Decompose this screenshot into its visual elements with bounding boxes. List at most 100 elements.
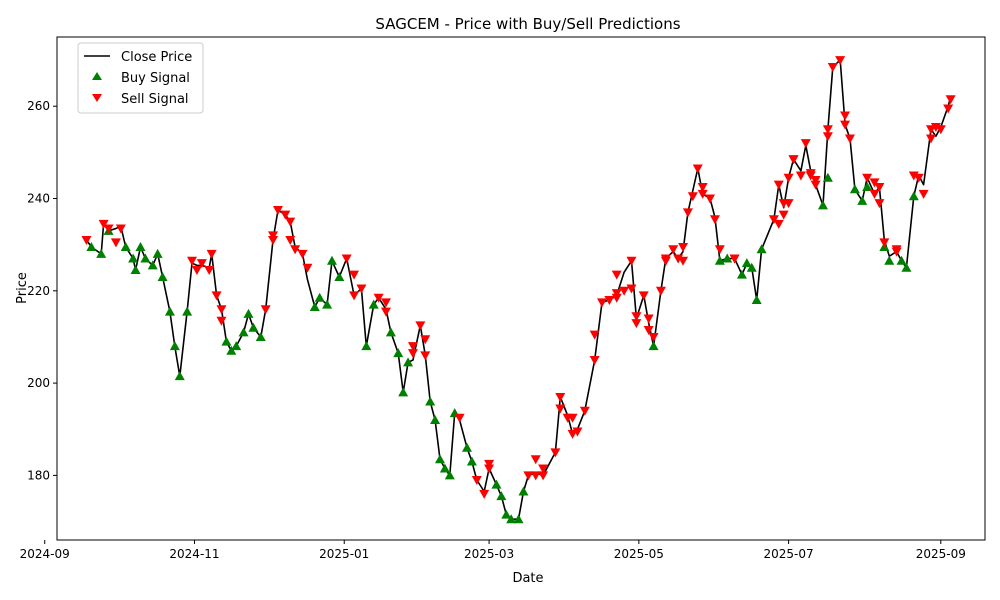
sell-signal-marker xyxy=(611,289,622,299)
y-tick-label: 220 xyxy=(27,284,50,298)
buy-signal-marker xyxy=(334,271,345,281)
sell-signal-marker xyxy=(297,249,308,259)
y-tick-label: 180 xyxy=(27,468,50,482)
sell-signal-marker xyxy=(891,245,902,255)
sell-signal-marker xyxy=(280,210,291,220)
x-tick-label: 2024-09 xyxy=(20,547,70,561)
y-axis-ticks: 180 200 220 240 260 xyxy=(27,99,57,482)
sell-signal-marker xyxy=(840,120,851,130)
sell-signal-marker xyxy=(687,192,698,202)
sell-signal-marker xyxy=(349,270,360,280)
buy-signal-marker xyxy=(491,479,502,489)
sell-signal-marker xyxy=(415,321,426,331)
sell-signal-marker xyxy=(805,171,816,181)
buy-signal-marker xyxy=(255,331,266,341)
legend-buy-marker xyxy=(92,72,102,80)
sell-signal-marker xyxy=(822,125,833,135)
sell-signal-marker xyxy=(341,254,352,264)
buy-signal-marker xyxy=(896,255,907,265)
sell-signal-marker xyxy=(290,245,301,255)
buy-signal-marker xyxy=(741,258,752,268)
sell-signal-marker xyxy=(827,62,838,72)
sell-signal-marker xyxy=(302,263,313,273)
buy-signal-marker xyxy=(722,253,733,263)
buy-signal-markers xyxy=(86,172,919,524)
buy-signal-marker xyxy=(314,292,325,302)
buy-signal-marker xyxy=(434,454,445,464)
sell-signal-marker xyxy=(945,95,956,105)
sell-signal-marker xyxy=(673,254,684,264)
sell-signal-marker xyxy=(668,245,679,255)
buy-signal-marker xyxy=(135,241,146,251)
buy-signal-marker xyxy=(518,486,529,496)
sell-signal-marker xyxy=(349,291,360,301)
sell-signal-marker xyxy=(783,173,794,183)
legend-box xyxy=(77,42,204,114)
sell-signal-marker xyxy=(555,392,566,402)
sell-signal-marker xyxy=(597,298,608,308)
x-tick-label: 2025-01 xyxy=(319,547,369,561)
sell-signal-marker xyxy=(682,208,693,218)
buy-signal-marker xyxy=(157,271,168,281)
buy-signal-marker xyxy=(901,262,912,272)
sell-signal-marker xyxy=(810,176,821,186)
sell-signal-marker xyxy=(380,298,391,308)
sell-signal-marker xyxy=(626,256,637,266)
sell-signal-marker xyxy=(697,182,708,192)
sell-signal-marker xyxy=(768,215,779,225)
sell-signal-marker xyxy=(943,104,954,114)
x-tick-label: 2024-11 xyxy=(169,547,219,561)
sell-signal-marker xyxy=(420,351,431,361)
sell-signal-marker xyxy=(484,459,495,469)
y-axis-label: Price xyxy=(15,272,30,304)
sell-signal-marker xyxy=(714,245,725,255)
sell-signal-marker xyxy=(930,122,941,132)
y-tick-label: 200 xyxy=(27,376,50,390)
buy-signal-marker xyxy=(746,262,757,272)
sell-signal-marker xyxy=(572,427,583,437)
buy-signal-marker xyxy=(439,463,450,473)
sell-signal-marker xyxy=(879,238,890,248)
sell-signal-marker xyxy=(530,455,541,465)
buy-signal-marker xyxy=(86,241,97,251)
buy-signal-marker xyxy=(425,396,436,406)
buy-signal-marker xyxy=(466,456,477,466)
legend-sell-label: Sell Signal xyxy=(121,92,189,107)
buy-signal-marker xyxy=(714,255,725,265)
sell-signal-marker xyxy=(211,291,222,301)
sell-signal-marker xyxy=(373,293,384,303)
buy-signal-marker xyxy=(238,327,249,337)
sell-signal-marker xyxy=(631,312,642,322)
sell-signal-marker xyxy=(272,206,283,216)
sell-signal-marker xyxy=(285,236,296,246)
buy-signal-marker xyxy=(309,301,320,311)
sell-signal-marker xyxy=(835,56,846,66)
sell-signal-marker xyxy=(550,448,561,458)
sell-signal-marker xyxy=(626,284,637,294)
sell-signal-marker xyxy=(773,180,784,190)
buy-signal-marker xyxy=(403,357,414,367)
sell-signal-marker xyxy=(110,238,121,248)
sell-signal-marker xyxy=(380,307,391,317)
sell-signal-marker xyxy=(187,256,198,266)
sell-signal-marker xyxy=(407,349,418,359)
sell-signal-marker xyxy=(874,182,885,192)
buy-signal-marker xyxy=(140,253,151,263)
sell-signal-marker xyxy=(908,171,919,181)
buy-signal-marker xyxy=(398,387,409,397)
buy-signal-marker xyxy=(908,191,919,201)
sell-signal-marker xyxy=(795,171,806,181)
buy-signal-marker xyxy=(513,514,524,524)
sell-signal-marker xyxy=(631,319,642,329)
buy-signal-marker xyxy=(130,265,141,275)
sell-signal-marker xyxy=(260,305,271,315)
sell-signal-marker xyxy=(655,286,666,296)
buy-signal-marker xyxy=(243,308,254,318)
buy-signal-marker xyxy=(361,341,372,351)
sell-signal-marker xyxy=(589,330,600,340)
sell-signal-marker xyxy=(523,471,534,481)
x-axis-ticks: 2024-09 2024-11 2025-01 2025-03 2025-05 2025-… xyxy=(20,540,966,561)
buy-signal-marker xyxy=(128,253,139,263)
sell-signal-marker xyxy=(643,314,654,324)
buy-signal-marker xyxy=(221,336,232,346)
